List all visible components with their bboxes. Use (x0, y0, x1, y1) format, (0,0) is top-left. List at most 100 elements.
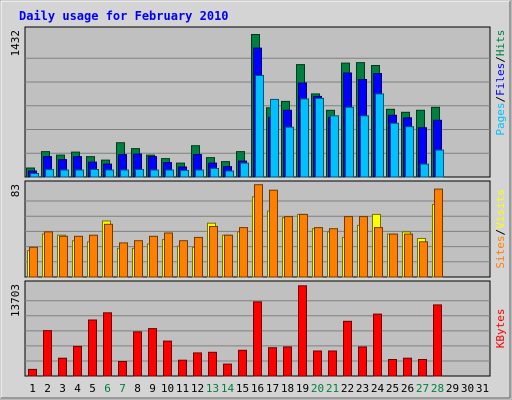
bars (26, 34, 444, 178)
day-label-2: 2 (44, 382, 51, 395)
bar-kbytes-day-7 (118, 361, 127, 377)
bar-pages-day-22 (345, 106, 354, 178)
bar-pages-day-25 (390, 122, 399, 178)
bar-kbytes-day-24 (373, 313, 382, 377)
bar-pages-day-15 (240, 162, 249, 178)
legend-item: KBytes (494, 309, 507, 349)
day-label-20: 20 (311, 382, 324, 395)
bar-sites-day-21 (329, 228, 338, 278)
bar-sites-day-9 (149, 235, 158, 278)
bar-pages-day-11 (180, 170, 189, 178)
bar-kbytes-day-25 (388, 359, 397, 377)
bar-kbytes-day-28 (433, 304, 442, 377)
bar-sites-day-2 (44, 231, 53, 278)
day-label-21: 21 (326, 382, 339, 395)
bar-sites-day-20 (314, 227, 323, 278)
bar-kbytes-day-15 (238, 349, 247, 377)
bar-pages-day-23 (360, 115, 369, 178)
bar-kbytes-day-23 (358, 346, 367, 377)
bar-pages-day-13 (210, 168, 219, 178)
bar-sites-day-28 (434, 188, 443, 278)
day-label-10: 10 (161, 382, 174, 395)
legend-text: KBytes (494, 309, 507, 349)
day-label-28: 28 (431, 382, 444, 395)
y-max-label: 13703 (9, 284, 22, 317)
bar-kbytes-day-10 (163, 340, 172, 377)
bar-sites-day-5 (89, 234, 98, 278)
day-label-6: 6 (104, 382, 111, 395)
bar-sites-day-22 (344, 216, 353, 278)
day-label-11: 11 (176, 382, 189, 395)
day-label-16: 16 (251, 382, 264, 395)
bar-sites-day-10 (164, 232, 173, 278)
legend-text: Pages/Files/Hits (494, 30, 507, 136)
legend-item: Hits (494, 30, 507, 57)
day-label-27: 27 (416, 382, 429, 395)
bar-sites-day-27 (419, 241, 428, 278)
bar-sites-day-14 (224, 234, 233, 278)
bar-pages-day-27 (420, 163, 429, 178)
bar-kbytes-day-9 (148, 328, 157, 377)
bar-sites-day-16 (254, 184, 263, 278)
bar-sites-day-3 (59, 235, 68, 278)
bar-pages-day-12 (195, 169, 204, 178)
bar-pages-day-10 (165, 169, 174, 178)
day-label-1: 1 (29, 382, 36, 395)
day-label-18: 18 (281, 382, 294, 395)
bar-kbytes-day-27 (418, 359, 427, 377)
day-label-30: 30 (461, 382, 474, 395)
bar-kbytes-day-5 (88, 319, 97, 377)
bar-pages-day-16 (255, 75, 264, 178)
bar-sites-day-19 (299, 213, 308, 278)
bar-kbytes-day-17 (268, 347, 277, 377)
legend-item: Pages (494, 102, 507, 135)
bar-kbytes-day-26 (403, 357, 412, 377)
legend-item: / (494, 56, 507, 63)
bar-kbytes-day-2 (43, 330, 52, 377)
bar-kbytes-day-8 (133, 331, 142, 377)
bar-pages-day-18 (285, 126, 294, 178)
legend-item: Visits (494, 189, 507, 229)
bar-sites-day-7 (119, 242, 128, 278)
day-label-25: 25 (386, 382, 399, 395)
legend-item: Files (494, 63, 507, 96)
bar-kbytes-day-4 (73, 345, 82, 377)
bar-pages-day-14 (225, 170, 234, 178)
bars (28, 285, 442, 377)
bars (27, 184, 443, 278)
day-label-26: 26 (401, 382, 414, 395)
bar-pages-day-28 (435, 149, 444, 178)
day-label-24: 24 (371, 382, 385, 395)
bar-pages-day-2 (45, 169, 54, 178)
bar-sites-day-1 (29, 246, 38, 278)
bar-pages-day-1 (30, 173, 39, 178)
bar-kbytes-day-12 (193, 352, 202, 377)
bar-kbytes-day-16 (253, 301, 262, 377)
legend-item: / (494, 96, 507, 103)
panel-visits_sites: 83 Sites/Visits (9, 180, 507, 278)
day-label-8: 8 (134, 382, 141, 395)
bar-kbytes-day-19 (298, 285, 307, 377)
day-label-15: 15 (236, 382, 249, 395)
bar-kbytes-day-20 (313, 350, 322, 377)
bar-kbytes-day-3 (58, 357, 67, 377)
day-label-4: 4 (74, 382, 81, 395)
day-label-17: 17 (266, 382, 279, 395)
bar-sites-day-24 (374, 227, 383, 278)
day-label-5: 5 (89, 382, 96, 395)
bar-pages-day-17 (270, 98, 279, 178)
bar-pages-day-6 (105, 169, 114, 178)
bar-sites-day-4 (74, 235, 83, 278)
bar-pages-day-7 (120, 169, 129, 178)
day-label-3: 3 (59, 382, 66, 395)
bar-kbytes-day-21 (328, 350, 337, 377)
bar-kbytes-day-11 (178, 359, 187, 377)
day-label-14: 14 (221, 382, 235, 395)
chart-title: Daily usage for February 2010 (19, 9, 229, 23)
bar-kbytes-day-18 (283, 346, 292, 377)
day-label-12: 12 (191, 382, 204, 395)
